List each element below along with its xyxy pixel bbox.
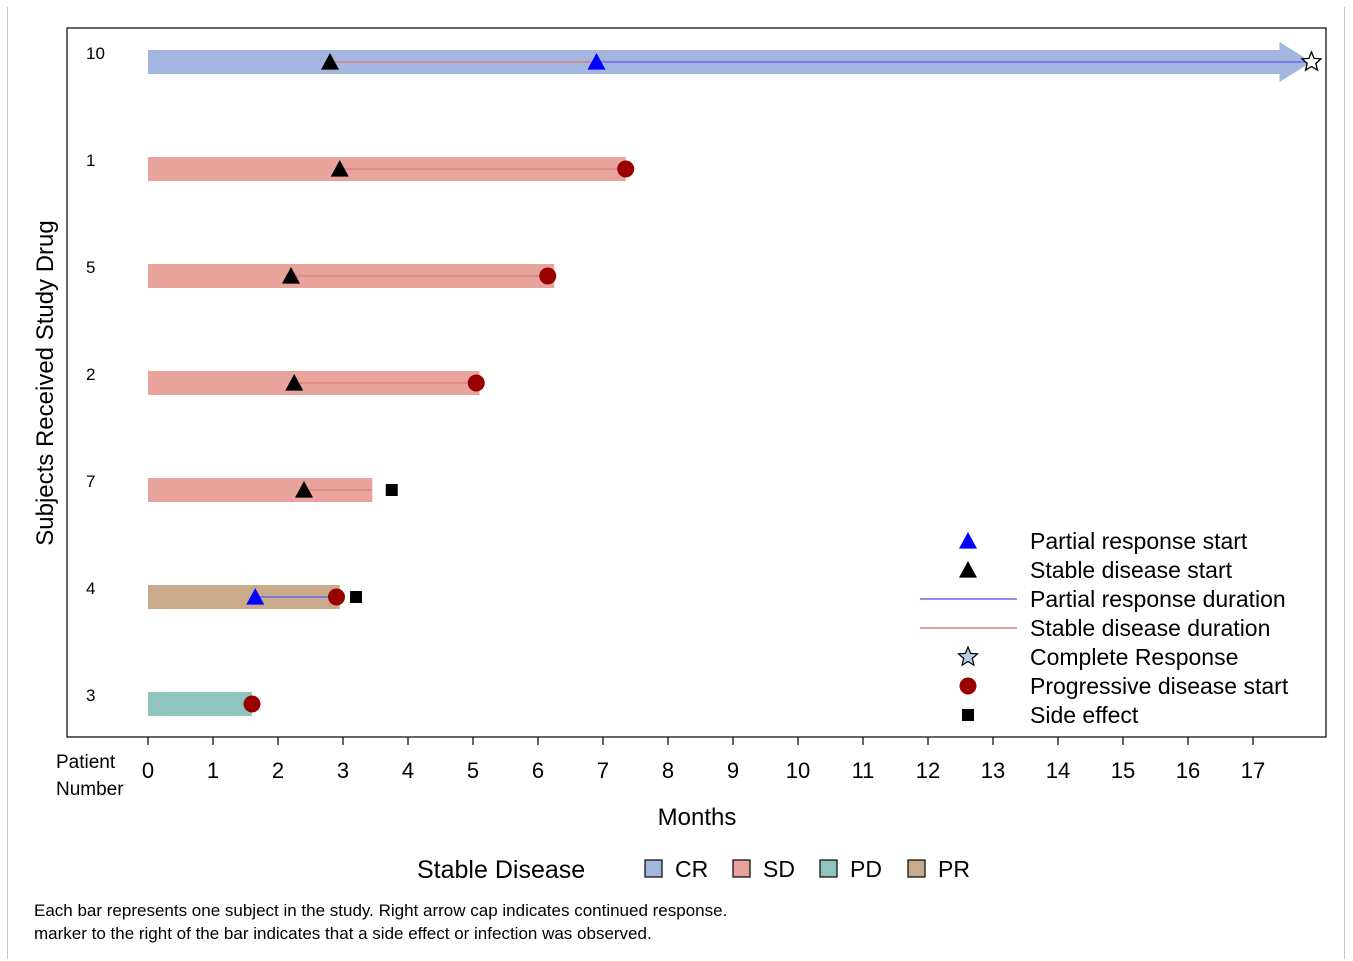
x-tick-label-7: 7: [597, 758, 609, 783]
side-effect-marker-4: [350, 591, 362, 603]
side-effect-marker-7: [385, 484, 398, 496]
x-tick-label-13: 13: [981, 758, 1005, 783]
footnote: Each bar represents one subject in the s…: [34, 899, 727, 945]
y-tick-label-3: 3: [86, 686, 95, 705]
legend-symbol-0: [959, 532, 977, 549]
stage-legend-swatch-PR: [907, 859, 926, 878]
legend-symbol-5: [959, 677, 977, 695]
stage-legend-swatch-CR: [644, 859, 663, 878]
sd-start-marker-2: [285, 374, 304, 391]
legend-label-2: Partial response duration: [1030, 586, 1286, 612]
y-category-labels: 10 1 5 2 7 4 3: [86, 44, 105, 705]
stage-legend-label-SD: SD: [763, 856, 795, 882]
pr-start-marker-4: [246, 588, 265, 605]
pd-start-marker-5: [539, 267, 557, 285]
stage-legend-swatch-SD: [732, 859, 751, 878]
footnote-line-1: Each bar represents one subject in the s…: [34, 901, 728, 920]
footnote-line-2: marker to the right of the bar indicates…: [34, 924, 652, 943]
x-tick-label-12: 12: [916, 758, 940, 783]
x-axis-label: Months: [658, 804, 737, 831]
y-tick-label-4: 4: [86, 579, 95, 598]
pr-start-marker-10: [587, 53, 606, 70]
legend-label-0: Partial response start: [1030, 528, 1248, 554]
pd-start-marker-3: [243, 695, 261, 713]
figure-frame: [7, 7, 1345, 959]
x-tick-label-4: 4: [402, 758, 414, 783]
x-tick-label-8: 8: [662, 758, 674, 783]
stage-legend: Stable Disease CR SD PD PR: [417, 856, 970, 884]
legend-symbol-6: [962, 709, 974, 721]
x-tick-label-17: 17: [1241, 758, 1265, 783]
x-tick-label-14: 14: [1046, 758, 1070, 783]
legend-label-3: Stable disease duration: [1030, 615, 1270, 641]
legend-label-4: Complete Response: [1030, 644, 1238, 670]
stage-legend-swatch-PD: [819, 859, 838, 878]
y-tick-label-1: 1: [86, 151, 95, 170]
complete-response-marker-10: [1300, 50, 1323, 72]
sd-start-marker-7: [295, 481, 313, 498]
bar-subject-3: [148, 692, 252, 716]
x-tick-label-6: 6: [532, 758, 544, 783]
stage-legend-label-PR: PR: [938, 856, 970, 882]
pd-start-marker-4: [328, 588, 345, 606]
legend-label-6: Side effect: [1030, 702, 1139, 728]
y-tick-label-7: 7: [86, 472, 95, 491]
y-tick-label-10: 10: [86, 44, 105, 63]
x-tick-label-1: 1: [207, 758, 219, 783]
stage-legend-label-PD: PD: [850, 856, 882, 882]
sd-start-marker-10: [321, 53, 339, 70]
x-tick-label-15: 15: [1111, 758, 1135, 783]
x-tick-label-10: 10: [786, 758, 810, 783]
legend-symbol-1: [959, 561, 977, 578]
sd-start-marker-1: [330, 160, 349, 177]
markers-layer: [243, 50, 1323, 713]
y-axis-header-line2: Number: [56, 779, 124, 800]
y-axis-label: Subjects Received Study Drug: [32, 220, 59, 546]
x-tick-label-9: 9: [727, 758, 739, 783]
pd-start-marker-2: [467, 374, 485, 392]
y-tick-label-5: 5: [86, 258, 95, 277]
marker-legend: Partial response start Stable disease sta…: [920, 528, 1289, 728]
stage-legend-label-CR: CR: [675, 856, 708, 882]
legend-symbol-4: [957, 645, 979, 667]
legend-label-1: Stable disease start: [1030, 557, 1233, 583]
sd-start-marker-5: [282, 267, 300, 284]
stage-legend-title: Stable Disease: [417, 856, 585, 884]
x-tick-label-5: 5: [467, 758, 479, 783]
x-tick-label-0: 0: [142, 758, 154, 783]
legend-label-5: Progressive disease start: [1030, 673, 1289, 699]
x-tick-label-2: 2: [272, 758, 284, 783]
x-tick-label-11: 11: [852, 758, 875, 783]
x-tick-label-3: 3: [337, 758, 349, 783]
x-tick-label-16: 16: [1176, 758, 1200, 783]
y-tick-label-2: 2: [86, 365, 95, 384]
x-axis: 0 1 2 3 4 5 6 7 8 9 10 11 12 13 14 15 16 17: [142, 737, 1265, 783]
pd-start-marker-1: [617, 160, 635, 178]
y-axis-header-line1: Patient: [56, 752, 116, 773]
